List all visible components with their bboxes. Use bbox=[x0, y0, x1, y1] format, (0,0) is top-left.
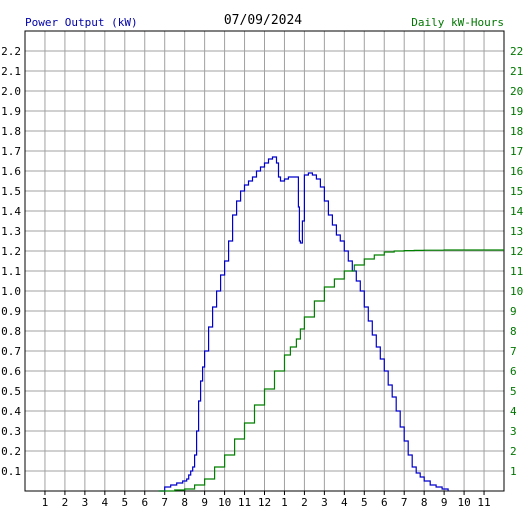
x-tick-label: 6 bbox=[381, 496, 388, 509]
y-right-tick-label: 2 bbox=[510, 445, 517, 458]
y-right-tick-label: 7 bbox=[510, 345, 517, 358]
x-tick-label: 8 bbox=[421, 496, 428, 509]
y-right-tick-label: 14 bbox=[510, 205, 524, 218]
y-right-tick-label: 17 bbox=[510, 145, 523, 158]
y-left-tick-label: 0.4 bbox=[1, 405, 21, 418]
y-right-tick-label: 20 bbox=[510, 85, 523, 98]
y-right-tick-label: 10 bbox=[510, 285, 523, 298]
y-left-tick-label: 0.9 bbox=[1, 305, 21, 318]
y-right-tick-label: 1 bbox=[510, 465, 517, 478]
y-right-tick-label: 12 bbox=[510, 245, 523, 258]
x-tick-label: 6 bbox=[141, 496, 148, 509]
x-tick-label: 11 bbox=[238, 496, 251, 509]
y-left-tick-label: 0.7 bbox=[1, 345, 21, 358]
x-tick-label: 7 bbox=[161, 496, 168, 509]
y-right-tick-label: 15 bbox=[510, 185, 523, 198]
y-left-tick-label: 1.5 bbox=[1, 185, 21, 198]
y-left-tick-label: 1.4 bbox=[1, 205, 21, 218]
x-tick-label: 1 bbox=[281, 496, 288, 509]
x-tick-label: 5 bbox=[361, 496, 368, 509]
left-axis-label: Power Output (kW) bbox=[25, 16, 138, 29]
plot-frame bbox=[24, 30, 505, 495]
x-tick-label: 2 bbox=[301, 496, 308, 509]
y-right-tick-label: 8 bbox=[510, 325, 517, 338]
x-tick-label: 2 bbox=[62, 496, 69, 509]
y-right-tick-label: 9 bbox=[510, 305, 517, 318]
y-left-tick-label: 1.2 bbox=[1, 245, 21, 258]
grid bbox=[25, 31, 504, 491]
y-right-tick-label: 22 bbox=[510, 45, 523, 58]
y-left-tick-label: 1.8 bbox=[1, 125, 21, 138]
y-left-tick-label: 2.1 bbox=[1, 65, 21, 78]
y-left-tick-label: 1.3 bbox=[1, 225, 21, 238]
x-tick-label: 4 bbox=[341, 496, 348, 509]
y-left-tick-label: 0.2 bbox=[1, 445, 21, 458]
y-right-tick-label: 13 bbox=[510, 225, 523, 238]
y-left-tick-label: 0.8 bbox=[1, 325, 21, 338]
y-left-tick-label: 1.6 bbox=[1, 165, 21, 178]
y-right-tick-label: 4 bbox=[510, 405, 517, 418]
y-right-tick-label: 16 bbox=[510, 165, 523, 178]
y-left-tick-label: 1.7 bbox=[1, 145, 21, 158]
x-tick-label: 8 bbox=[181, 496, 188, 509]
x-tick-label: 12 bbox=[258, 496, 271, 509]
x-tick-label: 1 bbox=[42, 496, 49, 509]
x-tick-label: 3 bbox=[82, 496, 89, 509]
y-left-tick-label: 1.1 bbox=[1, 265, 21, 278]
series-lines bbox=[158, 156, 504, 492]
x-tick-label: 3 bbox=[321, 496, 328, 509]
x-tick-label: 9 bbox=[441, 496, 448, 509]
y-left-tick-label: 2.2 bbox=[1, 45, 21, 58]
y-left-tick-label: 0.6 bbox=[1, 365, 21, 378]
x-tick-label: 4 bbox=[102, 496, 109, 509]
y-right-tick-label: 6 bbox=[510, 365, 517, 378]
x-tick-label: 10 bbox=[218, 496, 231, 509]
x-tick-label: 9 bbox=[201, 496, 208, 509]
y-right-tick-label: 21 bbox=[510, 65, 523, 78]
chart-title: 07/09/2024 bbox=[224, 13, 302, 28]
tick-labels: 1 2 3 4 5 6 7 8 9 10 11 12 1 2 3 4 5 6 7 8 9 10 110.10.20.30.4… bbox=[1, 45, 523, 509]
y-left-tick-label: 1.0 bbox=[1, 285, 21, 298]
y-right-tick-label: 3 bbox=[510, 425, 517, 438]
y-left-tick-label: 0.1 bbox=[1, 465, 21, 478]
energy-series-line bbox=[158, 249, 504, 492]
x-tick-label: 10 bbox=[457, 496, 470, 509]
x-tick-label: 7 bbox=[401, 496, 408, 509]
y-right-tick-label: 19 bbox=[510, 105, 523, 118]
x-tick-label: 5 bbox=[121, 496, 128, 509]
x-tick-label: 11 bbox=[477, 496, 490, 509]
right-axis-label: Daily kW-Hours bbox=[411, 16, 504, 29]
y-right-tick-label: 5 bbox=[510, 385, 517, 398]
y-right-tick-label: 11 bbox=[510, 265, 523, 278]
y-left-tick-label: 1.9 bbox=[1, 105, 21, 118]
power-series-line bbox=[158, 156, 449, 492]
y-left-tick-label: 0.5 bbox=[1, 385, 21, 398]
y-left-tick-label: 0.3 bbox=[1, 425, 21, 438]
y-right-tick-label: 18 bbox=[510, 125, 523, 138]
y-left-tick-label: 2.0 bbox=[1, 85, 21, 98]
